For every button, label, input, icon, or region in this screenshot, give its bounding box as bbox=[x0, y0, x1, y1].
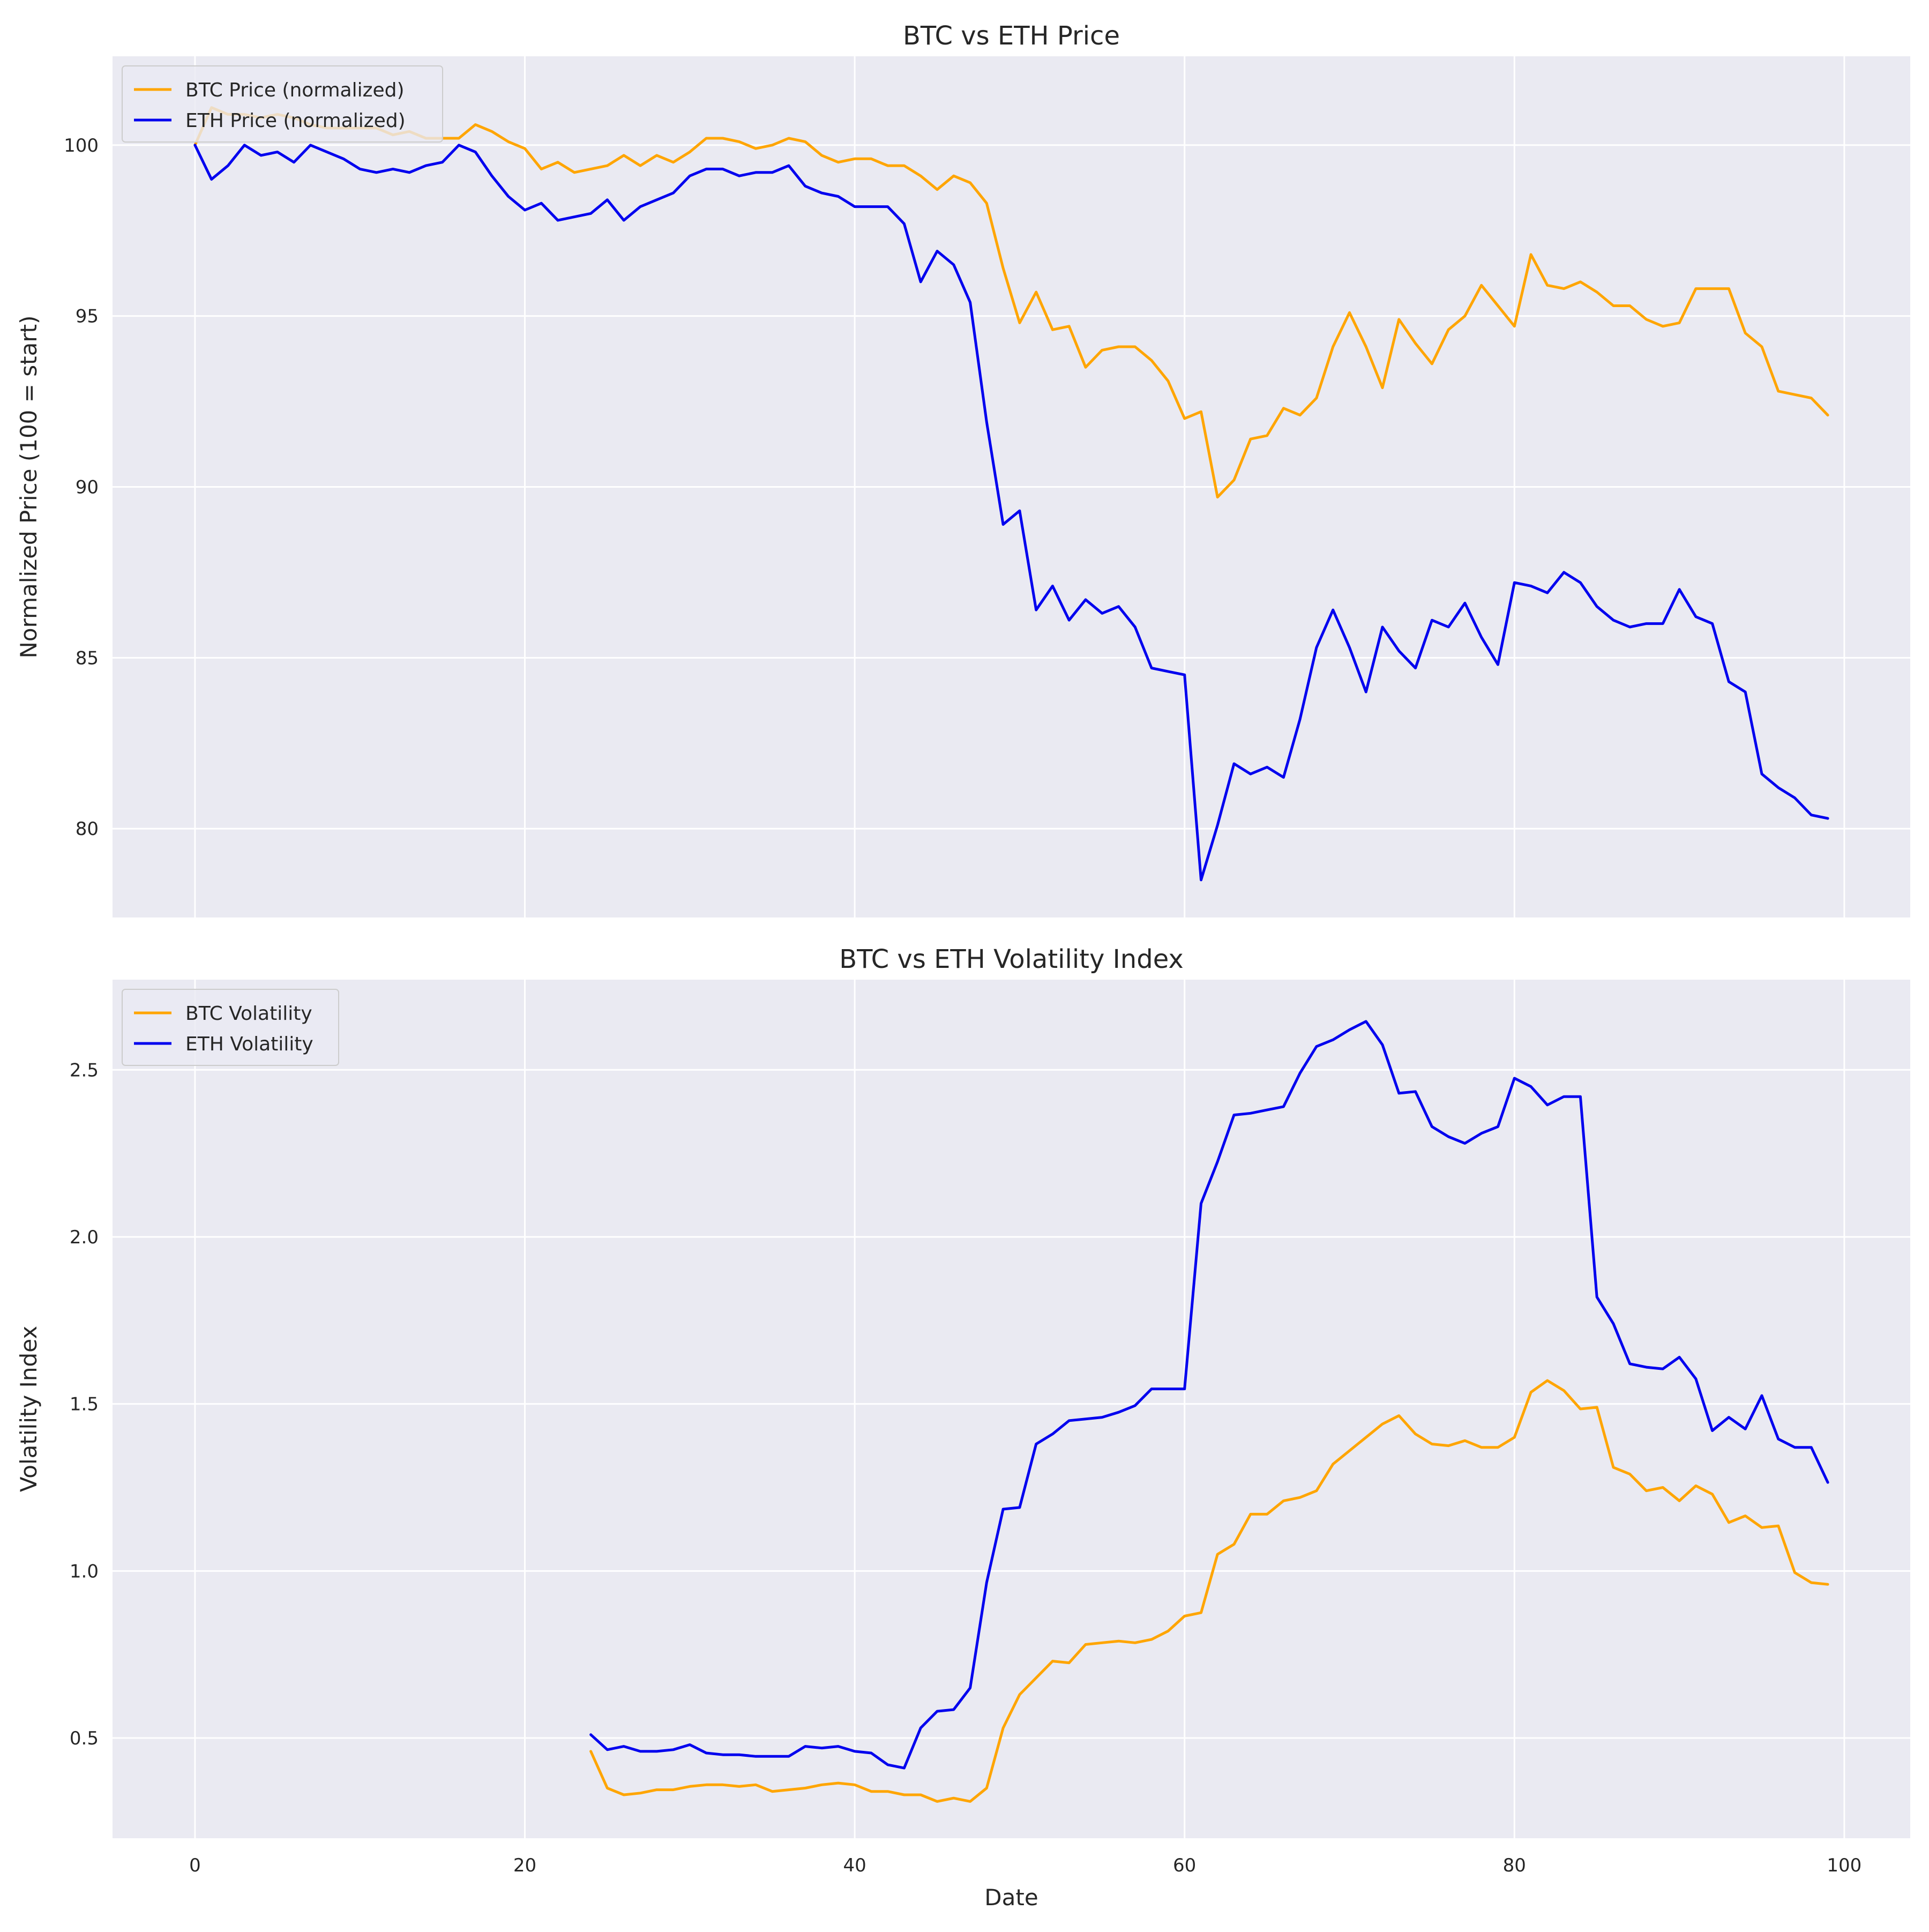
panel-2-legend-box bbox=[122, 989, 339, 1066]
panel-2-ytick-label: 0.5 bbox=[70, 1728, 99, 1749]
panel-2: 0.5 1.0 1.5 2.0 2.5 0 20 40 60 80 100 BTC vs ETH Vo… bbox=[16, 944, 1910, 1911]
panel-1-series-line-eth bbox=[193, 144, 1829, 882]
panel-2-legend-label: BTC Volatility bbox=[185, 1003, 312, 1025]
panel-1-ytick-label: 95 bbox=[76, 306, 99, 327]
panel-2-ytick-label: 2.5 bbox=[70, 1060, 99, 1081]
panel-2-xtick-label: 0 bbox=[189, 1855, 201, 1876]
panel-2-background bbox=[113, 980, 1910, 1838]
panel-2-series-line-eth bbox=[589, 1020, 1829, 1770]
panel-1-ytick-label: 85 bbox=[76, 647, 99, 669]
panel-1-ylabel: Normalized Price (100 = start) bbox=[16, 316, 42, 659]
panel-2-ytick-label: 1.0 bbox=[70, 1561, 99, 1582]
panel-1-legend-label: BTC Price (normalized) bbox=[185, 79, 405, 101]
panel-1-ytick-label: 80 bbox=[76, 818, 99, 840]
panel-1-series-line-btc bbox=[193, 106, 1829, 499]
panel-2-series-line-btc bbox=[589, 1379, 1829, 1803]
panel-2-xtick-label: 100 bbox=[1827, 1855, 1861, 1876]
panel-2-ytick-label: 1.5 bbox=[70, 1394, 99, 1415]
panel-2-xtick-label: 80 bbox=[1503, 1855, 1526, 1876]
panel-2-xtick-label: 60 bbox=[1173, 1855, 1196, 1876]
panel-2-ylabel: Volatility Index bbox=[16, 1326, 42, 1492]
panel-2-legend-label: ETH Volatility bbox=[185, 1033, 313, 1055]
panel-1-title: BTC vs ETH Price bbox=[903, 21, 1120, 51]
panel-1-ytick-label: 100 bbox=[64, 135, 99, 156]
panel-2-title: BTC vs ETH Volatility Index bbox=[839, 944, 1184, 974]
panel-2-xlabel: Date bbox=[984, 1884, 1038, 1911]
panel-2-xtick-label: 20 bbox=[513, 1855, 536, 1876]
panel-2-xtick-label: 40 bbox=[843, 1855, 866, 1876]
panel-1-ytick-label: 90 bbox=[76, 477, 99, 498]
panel-1-legend-box bbox=[122, 65, 443, 143]
panel-1-legend-label: ETH Price (normalized) bbox=[185, 110, 406, 132]
panel-2-ytick-label: 2.0 bbox=[70, 1227, 99, 1248]
panel-1: 80 85 90 95 100 BTC vs ETH Price Normalized Pr… bbox=[16, 21, 1910, 917]
